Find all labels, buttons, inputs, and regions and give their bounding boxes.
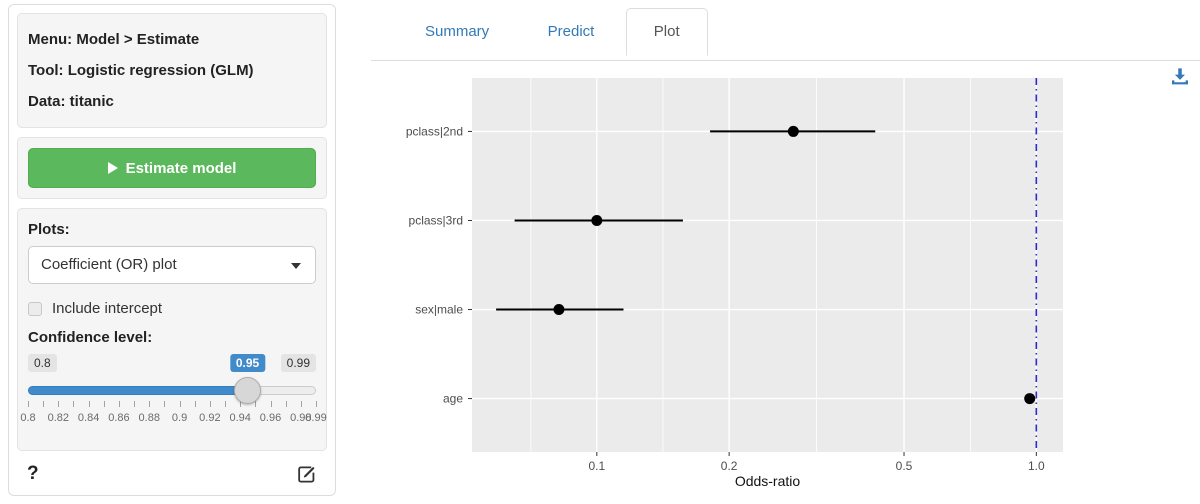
data-point bbox=[787, 125, 799, 137]
slider-grid-label: 0.8 bbox=[20, 412, 36, 424]
slider-grid-label: 0.9 bbox=[171, 412, 188, 424]
slider-grid-label: 0.92 bbox=[199, 412, 221, 424]
main-panel: Summary Predict Plot pclass|2nd pclass|3r… bbox=[371, 0, 1200, 504]
slider-grid-label: 0.96 bbox=[259, 412, 282, 424]
y-axis-label: sex|male bbox=[415, 303, 463, 317]
slider-grid-label: 0.98 bbox=[290, 412, 312, 424]
slider-tick bbox=[316, 401, 317, 407]
x-tick-label: 0.5 bbox=[896, 459, 913, 473]
tab-plot[interactable]: Plot bbox=[625, 8, 708, 56]
slider-tick bbox=[225, 401, 227, 407]
slider-tick bbox=[240, 401, 242, 407]
play-icon bbox=[107, 161, 118, 174]
slider-value-badge: 0.95 bbox=[229, 354, 266, 372]
plot-type-select[interactable]: Coefficient (OR) plot bbox=[28, 246, 316, 284]
x-axis-title: Odds-ratio bbox=[735, 473, 801, 489]
plot-type-selected: Coefficient (OR) plot bbox=[41, 256, 177, 273]
slider-tick bbox=[103, 401, 105, 407]
plot-panel bbox=[472, 78, 1063, 452]
slider-tick bbox=[300, 401, 302, 407]
tab-bar: Summary Predict Plot bbox=[371, 0, 1200, 61]
slider-grid-label: 0.94 bbox=[229, 412, 251, 424]
tab-summary[interactable]: Summary bbox=[425, 23, 490, 40]
tab-predict[interactable]: Predict bbox=[547, 23, 595, 40]
estimate-well: Estimate model bbox=[17, 137, 327, 199]
slider-tick bbox=[43, 401, 45, 407]
slider-tick bbox=[118, 401, 120, 407]
plots-well: Plots: Coefficient (OR) plot Include int… bbox=[17, 208, 327, 451]
slider-grid-label: 0.99 bbox=[305, 412, 327, 424]
slider-tick bbox=[164, 401, 166, 407]
edit-icon bbox=[298, 465, 315, 483]
slider-tick bbox=[194, 401, 196, 407]
model-info-well: Menu: Model > Estimate Tool: Logistic re… bbox=[17, 13, 327, 128]
slider-tick bbox=[58, 401, 60, 407]
slider-tick bbox=[149, 401, 151, 407]
slider-tick bbox=[270, 401, 272, 407]
download-plot-button[interactable] bbox=[1170, 67, 1190, 86]
report-edit-button[interactable] bbox=[296, 464, 317, 485]
help-button[interactable]: ? bbox=[27, 463, 39, 484]
slider-tick bbox=[28, 401, 29, 407]
confidence-level-label: Confidence level: bbox=[28, 329, 153, 346]
slider-tick bbox=[88, 401, 90, 407]
chevron-down-icon bbox=[291, 263, 301, 269]
include-intercept-checkbox[interactable] bbox=[28, 301, 42, 316]
data-point bbox=[591, 214, 603, 226]
slider-min-badge: 0.8 bbox=[28, 354, 57, 372]
slider-grid-label: 0.86 bbox=[108, 412, 130, 424]
slider-max-badge: 0.99 bbox=[280, 354, 316, 372]
coefficient-plot: pclass|2nd pclass|3rd sex|male age 0.1 0.2 0.5… bbox=[406, 78, 1063, 489]
y-axis-label: pclass|3rd bbox=[409, 213, 463, 227]
x-tick-label: 0.2 bbox=[721, 459, 738, 473]
data-point bbox=[553, 304, 565, 316]
tool-info: Tool: Logistic regression (GLM) bbox=[28, 62, 254, 79]
data-info: Data: titanic bbox=[28, 93, 114, 110]
slider-grid-label: 0.82 bbox=[47, 412, 70, 424]
slider-tick bbox=[255, 401, 257, 407]
y-axis-label: pclass|2nd bbox=[406, 124, 463, 138]
slider-filled-bar bbox=[28, 386, 248, 395]
slider-grid-label: 0.88 bbox=[138, 412, 160, 424]
slider-handle[interactable] bbox=[234, 377, 262, 404]
menu-info: Menu: Model > Estimate bbox=[28, 31, 200, 48]
slider-tick bbox=[134, 401, 136, 407]
download-icon bbox=[1172, 68, 1188, 85]
include-intercept-label: Include intercept bbox=[52, 300, 163, 317]
slider-grid-label: 0.84 bbox=[77, 412, 100, 424]
sidebar-footer: ? bbox=[27, 463, 317, 485]
slider-tick bbox=[285, 401, 287, 407]
include-intercept-row: Include intercept bbox=[28, 300, 316, 317]
confidence-slider: 0.8 0.99 0.95 0.8 0.82 0.84 0.86 0.88 0.9 0.92… bbox=[20, 354, 327, 440]
slider-tick bbox=[73, 401, 75, 407]
y-axis-label: age bbox=[443, 392, 463, 406]
estimate-model-button[interactable]: Estimate model bbox=[28, 148, 316, 188]
data-point bbox=[1024, 393, 1036, 405]
slider-grid: 0.8 0.82 0.84 0.86 0.88 0.9 0.92 0.94 0.96 0.98 0.… bbox=[20, 398, 327, 438]
slider-tick bbox=[179, 401, 181, 407]
plots-label: Plots: bbox=[28, 221, 70, 238]
plot-container: pclass|2nd pclass|3rd sex|male age 0.1 0.2 0.5… bbox=[371, 61, 1200, 504]
x-tick-label: 1.0 bbox=[1028, 459, 1045, 473]
x-tick-label: 0.1 bbox=[588, 459, 605, 473]
sidebar: Menu: Model > Estimate Tool: Logistic re… bbox=[8, 4, 336, 496]
slider-tick bbox=[209, 401, 211, 407]
